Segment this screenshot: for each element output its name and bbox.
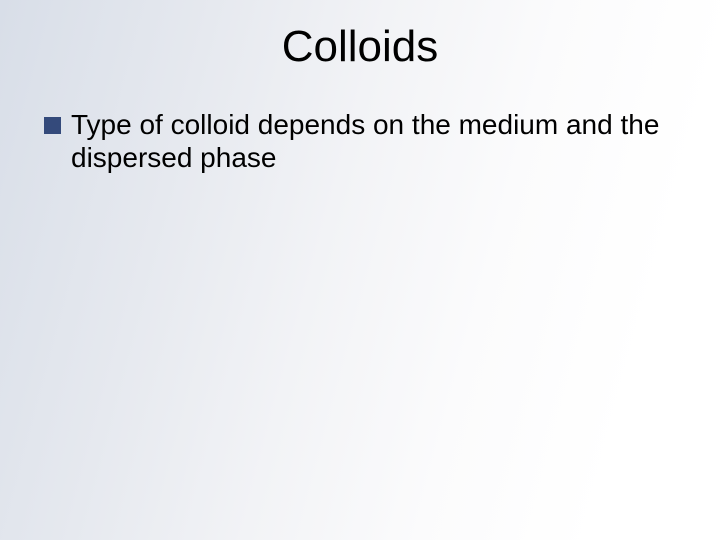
bullet-text: Type of colloid depends on the medium an… [71, 108, 676, 174]
square-bullet-icon [44, 117, 61, 134]
slide-title: Colloids [0, 22, 720, 72]
slide: Colloids Type of colloid depends on the … [0, 0, 720, 540]
bullet-item: Type of colloid depends on the medium an… [44, 108, 676, 174]
slide-body: Type of colloid depends on the medium an… [44, 108, 676, 174]
